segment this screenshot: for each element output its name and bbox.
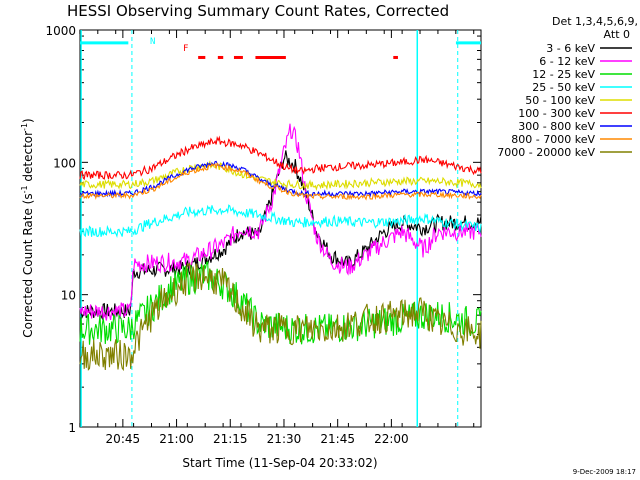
legend-entry-label: 12 - 25 keV xyxy=(532,68,595,81)
x-tick-label: 21:15 xyxy=(213,432,248,446)
y-label-main: Corrected Count Rate (s xyxy=(21,193,35,337)
y-label-sup1: -1 xyxy=(20,185,29,193)
series-line xyxy=(79,160,482,191)
series-line xyxy=(79,135,482,181)
plot-frame xyxy=(79,29,482,428)
y-label-end: ) xyxy=(21,118,35,123)
series-line xyxy=(79,204,482,239)
series-line xyxy=(79,150,482,321)
series-line xyxy=(79,162,482,201)
legend-entry-label: 25 - 50 keV xyxy=(532,81,595,94)
x-tick-label: 22:00 xyxy=(374,432,409,446)
legend-entry-label: 100 - 300 keV xyxy=(518,107,595,120)
night-label: N xyxy=(150,37,155,47)
legend-entry-label: 800 - 7000 keV xyxy=(511,133,595,146)
chart-title: HESSI Observing Summary Count Rates, Cor… xyxy=(67,2,449,20)
y-tick-label: 100 xyxy=(53,156,76,170)
y-axis-label: Corrected Count Rate (s-1 detector-1) xyxy=(20,118,35,337)
x-tick-label: 21:45 xyxy=(320,432,355,446)
y-label-mid: detector xyxy=(21,131,35,186)
series-line xyxy=(79,261,482,345)
y-label-sup2: -1 xyxy=(20,123,29,131)
legend-entry-label: 6 - 12 keV xyxy=(539,55,595,68)
x-tick-label: 21:30 xyxy=(267,432,302,446)
y-tick-label: 1000 xyxy=(45,24,76,38)
timestamp: 9-Dec-2009 18:17 xyxy=(573,468,636,476)
x-tick-label: 21:00 xyxy=(159,432,194,446)
y-tick-label: 10 xyxy=(61,289,76,303)
x-axis-label: Start Time (11-Sep-04 20:33:02) xyxy=(182,456,377,470)
legend-entry-label: 50 - 100 keV xyxy=(525,94,595,107)
legend-entry-label: 300 - 800 keV xyxy=(518,120,595,133)
x-tick-label: 20:45 xyxy=(106,432,141,446)
legend-entry-label: 7000 - 20000 keV xyxy=(497,146,595,159)
legend-entry-label: 3 - 6 keV xyxy=(546,42,595,55)
series-line xyxy=(79,261,482,372)
svg-text:Corrected Count Rate (s-1 dete: Corrected Count Rate (s-1 detector-1) xyxy=(20,118,35,337)
flare-label: F xyxy=(183,44,188,54)
legend-header-attenuator: Att 0 xyxy=(604,28,630,41)
legend-header-detectors: Det 1,3,4,5,6,9, xyxy=(552,15,638,28)
y-tick-label: 1 xyxy=(68,421,76,435)
